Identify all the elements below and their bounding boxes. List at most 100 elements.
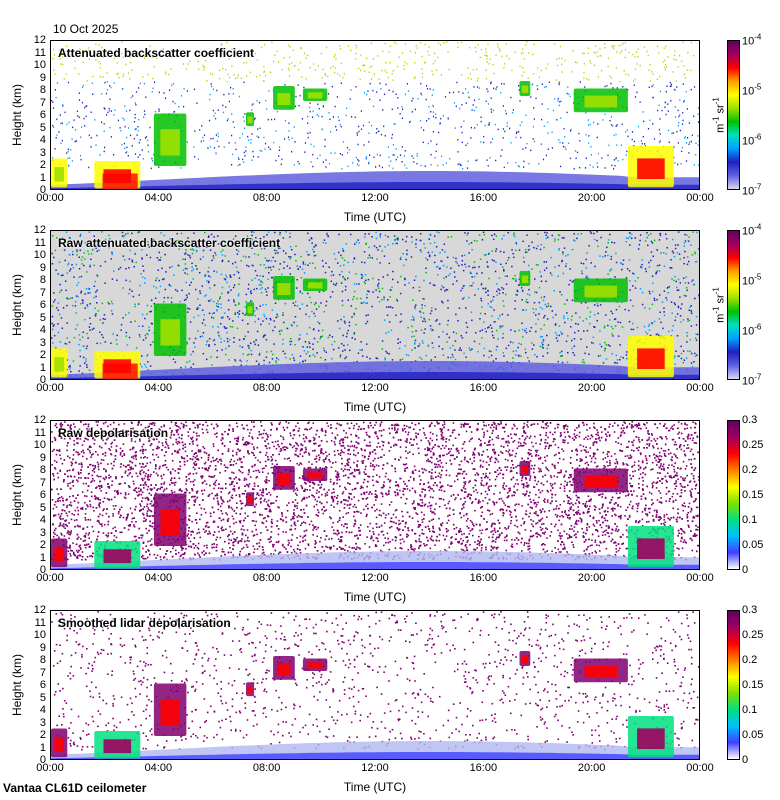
y-tick-label: 12	[34, 34, 46, 46]
colorbar-tick-label: 10-5	[742, 273, 761, 288]
plot-area: Smoothed lidar depolarisation	[50, 610, 700, 760]
y-tick-label: 3	[40, 147, 46, 159]
y-tick-label: 11	[35, 617, 46, 629]
heatmap-svg	[51, 231, 700, 380]
y-tick-label: 9	[40, 262, 46, 274]
chart-title: Raw attenuated backscatter coefficient	[58, 236, 280, 250]
y-axis: 0123456789101112	[0, 40, 48, 190]
y-tick-label: 6	[40, 489, 46, 501]
x-tick-label: 08:00	[253, 762, 281, 774]
x-axis: 00:0004:0008:0012:0016:0020:0000:00	[50, 762, 700, 776]
x-axis-label: Time (UTC)	[344, 400, 406, 414]
x-axis: 00:0004:0008:0012:0016:0020:0000:00	[50, 192, 700, 206]
plot-area: Attenuated backscatter coefficient	[50, 40, 700, 190]
y-tick-label: 2	[40, 159, 46, 171]
y-tick-label: 4	[40, 134, 46, 146]
x-tick-label: 04:00	[145, 382, 173, 394]
y-tick-label: 10	[34, 59, 46, 71]
colorbar-tick-label: 10-7	[742, 373, 761, 388]
y-tick-label: 2	[40, 539, 46, 551]
colorbar	[727, 610, 740, 760]
y-tick-label: 7	[40, 287, 46, 299]
x-tick-label: 16:00	[470, 192, 498, 204]
colorbar-tick-label: 0.3	[742, 604, 757, 616]
x-tick-label: 00:00	[36, 192, 64, 204]
y-axis-label: Height (km)	[10, 274, 24, 336]
y-tick-label: 7	[40, 667, 46, 679]
y-tick-label: 3	[40, 527, 46, 539]
y-axis: 0123456789101112	[0, 610, 48, 760]
chart-panel-4: 0123456789101112Height (km) Smoothed lida…	[0, 610, 780, 800]
x-tick-label: 00:00	[686, 762, 714, 774]
y-tick-label: 11	[35, 47, 46, 59]
y-tick-label: 11	[35, 427, 46, 439]
x-tick-label: 08:00	[253, 382, 281, 394]
colorbar-ticks: 10-710-610-510-4	[742, 40, 778, 190]
colorbar-tick-label: 0	[742, 564, 748, 576]
x-tick-label: 16:00	[470, 762, 498, 774]
y-tick-label: 7	[40, 97, 46, 109]
x-tick-label: 00:00	[36, 572, 64, 584]
colorbar-tick-label: 0.1	[742, 704, 757, 716]
colorbar-tick-label: 10-5	[742, 83, 761, 98]
y-axis-label: Height (km)	[10, 654, 24, 716]
chart-panel-2: 0123456789101112Height (km) Raw attenuate…	[0, 230, 780, 420]
x-tick-label: 08:00	[253, 192, 281, 204]
x-tick-label: 12:00	[361, 192, 389, 204]
x-axis-label: Time (UTC)	[344, 590, 406, 604]
x-tick-label: 12:00	[361, 572, 389, 584]
x-tick-label: 00:00	[686, 192, 714, 204]
y-tick-label: 4	[40, 514, 46, 526]
y-tick-label: 3	[40, 717, 46, 729]
y-tick-label: 4	[40, 704, 46, 716]
y-tick-label: 4	[40, 324, 46, 336]
y-tick-label: 6	[40, 299, 46, 311]
x-axis: 00:0004:0008:0012:0016:0020:0000:00	[50, 572, 700, 586]
colorbar	[727, 40, 740, 190]
colorbar	[727, 420, 740, 570]
heatmap-field	[51, 41, 700, 190]
x-axis: 00:0004:0008:0012:0016:0020:0000:00	[50, 382, 700, 396]
colorbar-tick-label: 10-7	[742, 183, 761, 198]
heatmap-svg	[51, 421, 700, 570]
x-tick-label: 20:00	[578, 382, 606, 394]
y-tick-label: 1	[40, 552, 46, 564]
x-tick-label: 16:00	[470, 382, 498, 394]
heatmap-field	[51, 421, 700, 570]
colorbar-tick-label: 0.15	[742, 489, 763, 501]
y-tick-label: 12	[34, 224, 46, 236]
x-tick-label: 04:00	[145, 762, 173, 774]
x-tick-label: 00:00	[686, 572, 714, 584]
y-tick-label: 12	[34, 414, 46, 426]
y-tick-label: 8	[40, 464, 46, 476]
y-axis: 0123456789101112	[0, 230, 48, 380]
colorbar-tick-label: 0	[742, 754, 748, 766]
y-tick-label: 9	[40, 72, 46, 84]
colorbar	[727, 230, 740, 380]
y-tick-label: 9	[40, 452, 46, 464]
colorbar-tick-label: 0.05	[742, 539, 763, 551]
x-axis-label: Time (UTC)	[344, 780, 406, 794]
y-tick-label: 6	[40, 109, 46, 121]
y-tick-label: 1	[40, 172, 46, 184]
colorbar-ticks: 10-710-610-510-4	[742, 230, 778, 380]
y-tick-label: 2	[40, 349, 46, 361]
colorbar-tick-label: 0.2	[742, 654, 757, 666]
x-tick-label: 00:00	[36, 382, 64, 394]
y-tick-label: 3	[40, 337, 46, 349]
y-tick-label: 10	[34, 249, 46, 261]
x-tick-label: 00:00	[686, 382, 714, 394]
y-axis-label: Height (km)	[10, 464, 24, 526]
colorbar-tick-label: 0.15	[742, 679, 763, 691]
colorbar-tick-label: 10-6	[742, 323, 761, 338]
colorbar-unit: m-1 sr-1	[712, 97, 727, 133]
colorbar-tick-label: 0.25	[742, 629, 763, 641]
y-tick-label: 5	[40, 312, 46, 324]
station-label: Vantaa CL61D ceilometer	[3, 781, 146, 795]
heatmap-field	[51, 611, 700, 760]
chart-panel-3: 0123456789101112Height (km)Raw depolaris…	[0, 420, 780, 610]
x-tick-label: 08:00	[253, 572, 281, 584]
heatmap-field	[51, 231, 700, 380]
chart-title: Smoothed lidar depolarisation	[58, 616, 231, 630]
chart-panel-1: 0123456789101112Height (km)Attenuated ba…	[0, 40, 780, 230]
